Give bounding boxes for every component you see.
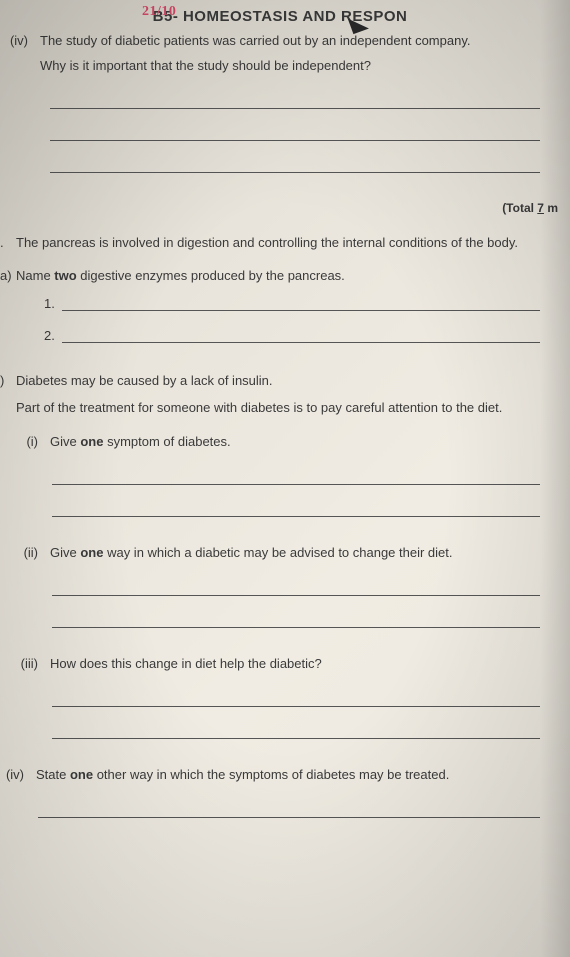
spacer <box>0 56 40 77</box>
text: State <box>36 767 70 782</box>
enum-line-2[interactable]: 2. <box>44 323 540 343</box>
main-question-intro: . The pancreas is involved in digestion … <box>0 233 554 253</box>
spacer <box>0 398 16 419</box>
answer-line[interactable] <box>50 149 540 173</box>
text: Name <box>16 268 54 283</box>
answer-line[interactable] <box>52 715 540 739</box>
text-bold: two <box>54 268 76 283</box>
enum-line-1[interactable]: 1. <box>44 291 540 311</box>
answer-line[interactable] <box>50 117 540 141</box>
answer-line[interactable] <box>38 794 540 818</box>
total-prefix: (Total <box>502 201 537 215</box>
enum-2: 2. <box>44 328 62 343</box>
part-b-num: ) <box>0 371 16 392</box>
answer-fill[interactable] <box>62 323 540 343</box>
q-iv-line2: Why is it important that the study shoul… <box>40 56 560 77</box>
total-suffix: m <box>544 201 558 215</box>
b-i-text: Give one symptom of diabetes. <box>50 432 560 453</box>
answer-line[interactable] <box>52 493 540 517</box>
text: symptom of diabetes. <box>103 434 230 449</box>
answer-line[interactable] <box>52 461 540 485</box>
part-a-block: a) Name two digestive enzymes produced b… <box>14 266 560 343</box>
b-iii-num: (iii) <box>14 654 50 675</box>
b-iii-text: How does this change in diet help the di… <box>50 654 560 675</box>
part-b-block: ) Diabetes may be caused by a lack of in… <box>14 371 560 818</box>
total-marks: (Total 7 m <box>0 201 560 215</box>
part-b-line2: Part of the treatment for someone with d… <box>16 398 560 419</box>
total-number: 7 <box>537 201 544 215</box>
text: digestive enzymes produced by the pancre… <box>77 268 345 283</box>
main-q-text: The pancreas is involved in digestion an… <box>16 233 518 253</box>
answer-line[interactable] <box>52 604 540 628</box>
q-iv-line1: The study of diabetic patients was carri… <box>40 31 560 52</box>
page-header: 21/10 B5- HOMEOSTASIS AND RESPON ◣ <box>0 8 560 25</box>
b-ii-text: Give one way in which a diabetic may be … <box>50 543 560 564</box>
answer-line[interactable] <box>52 572 540 596</box>
q-iv-num: (iv) <box>0 31 40 52</box>
header-title-text: B5- HOMEOSTASIS AND RESPON <box>153 8 408 25</box>
b-iv-text: State one other way in which the symptom… <box>36 765 560 786</box>
b-iv-num: (iv) <box>0 765 36 786</box>
text: Give <box>50 545 80 560</box>
main-q-num: . <box>0 233 16 253</box>
enum-1: 1. <box>44 296 62 311</box>
b-i-num: (i) <box>14 432 50 453</box>
text: other way in which the symptoms of diabe… <box>93 767 449 782</box>
b-ii-num: (ii) <box>14 543 50 564</box>
answer-line[interactable] <box>50 85 540 109</box>
part-a-text: Name two digestive enzymes produced by t… <box>16 266 560 287</box>
question-iv-block: (iv) The study of diabetic patients was … <box>0 31 560 173</box>
part-b-line1: Diabetes may be caused by a lack of insu… <box>16 371 560 392</box>
answer-line[interactable] <box>52 683 540 707</box>
answer-fill[interactable] <box>62 291 540 311</box>
text-bold: one <box>80 545 103 560</box>
handwritten-date: 21/10 <box>142 4 176 20</box>
text-bold: one <box>80 434 103 449</box>
worksheet-page: 21/10 B5- HOMEOSTASIS AND RESPON ◣ (iv) … <box>0 0 570 858</box>
text: Give <box>50 434 80 449</box>
text: way in which a diabetic may be advised t… <box>103 545 452 560</box>
text-bold: one <box>70 767 93 782</box>
part-a-num: a) <box>0 266 16 287</box>
